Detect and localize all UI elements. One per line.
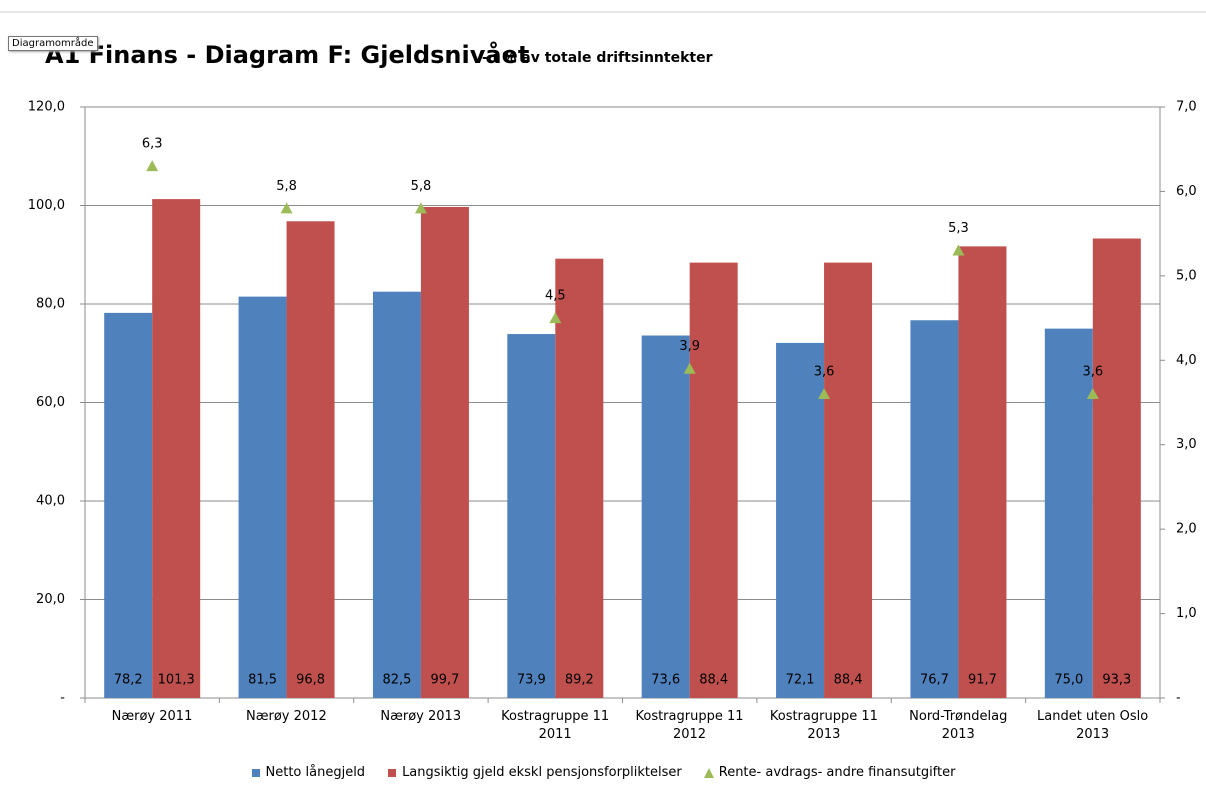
x-tick-label: Kostragruppe 11 2011 [501,709,610,742]
y-tick-label: 60,0 [36,395,65,410]
legend-swatch [251,768,260,777]
tooltip: Diagramområde [8,36,98,51]
data-label: 3,9 [679,339,700,354]
chart-title: A1 Finans - Diagram F: Gjeldsnivået [45,40,529,69]
data-label: 73,9 [517,673,546,688]
data-label: 4,5 [545,289,566,304]
y2-tick-label: 2,0 [1176,522,1197,537]
bar [286,221,335,698]
x-tick-label: Kostragruppe 11 2012 [635,709,744,742]
y-tick-label: 100,0 [28,198,65,213]
x-tick-label: Nord-Trøndelag 2013 [909,709,1008,742]
chart-subtitle: - i % av totale driftsinntekter [482,50,713,66]
data-label: 5,3 [948,221,969,236]
x-tick-label: Nærøy 2013 [380,709,462,724]
y-tick-label: 40,0 [36,494,65,509]
legend-shape [388,768,397,777]
data-label: 73,6 [651,673,680,688]
bar [152,199,201,698]
bar [824,262,873,698]
bar [420,206,469,699]
legend-label: Rente- avdrags- andre finansutgifter [718,765,956,780]
y2-tick-label: 3,0 [1176,437,1197,452]
data-label: 96,8 [296,673,325,688]
data-label: 76,7 [920,673,949,688]
y-tick-label: 80,0 [36,297,65,312]
y-tick-label: 120,0 [28,100,65,115]
legend: Netto lånegjeld Langsiktig gjeld ekskl pe… [0,765,1206,780]
data-label: 89,2 [565,673,594,688]
y2-tick-label: 1,0 [1176,606,1197,621]
data-label: 88,4 [834,673,863,688]
legend-label: Langsiktig gjeld ekskl pensjonsforplikte… [402,765,682,780]
legend-item: Netto lånegjeld [251,765,366,780]
bar [372,291,421,698]
legend-label: Netto lånegjeld [265,765,366,780]
bar [1092,238,1141,698]
y-tick-label: - [60,691,65,706]
y2-tick-label: 6,0 [1176,184,1197,199]
data-label: 81,5 [248,673,277,688]
x-tick-label: Nærøy 2011 [111,709,193,724]
legend-swatch [703,767,714,778]
marker [280,202,293,214]
marker [549,312,562,324]
bar [958,246,1007,698]
bar [689,262,738,698]
bar [104,312,153,698]
data-label: 78,2 [114,673,143,688]
bar [1044,328,1093,698]
x-tick-label: Landet uten Oslo 2013 [1037,709,1149,742]
data-label: 75,0 [1054,673,1083,688]
bar [507,334,556,698]
legend-item: Rente- avdrags- andre finansutgifter [703,765,956,780]
data-label: 5,8 [276,179,297,194]
data-label: 82,5 [382,673,411,688]
data-label: 88,4 [699,673,728,688]
bar [641,335,690,698]
marker [1086,388,1099,400]
y-tick-label: 20,0 [36,592,65,607]
data-label: 72,1 [786,673,815,688]
legend-item: Langsiktig gjeld ekskl pensjonsforplikte… [387,765,682,780]
marker [952,244,965,256]
marker [818,388,831,400]
legend-swatch [388,768,397,777]
bar [238,296,287,698]
y2-tick-label: 4,0 [1176,353,1197,368]
marker [146,160,159,172]
data-label: 3,6 [814,365,835,380]
y2-tick-label: 5,0 [1176,268,1197,283]
x-tick-label: Nærøy 2012 [246,709,327,724]
x-tick-label: Kostragruppe 11 2013 [769,709,878,742]
bar [555,258,604,698]
data-label: 93,3 [1102,673,1131,688]
data-label: 99,7 [430,673,459,688]
marker [414,202,427,214]
bar [910,320,959,698]
data-label: 101,3 [158,673,195,688]
data-label: 5,8 [411,179,432,194]
data-label: 3,6 [1082,365,1103,380]
bar [776,342,825,698]
marker [683,362,696,374]
y2-tick-label: - [1176,691,1181,706]
y2-tick-label: 7,0 [1176,100,1197,115]
legend-shape [251,768,260,777]
data-label: 91,7 [968,673,997,688]
data-label: 6,3 [142,137,163,152]
legend-shape [703,767,714,778]
